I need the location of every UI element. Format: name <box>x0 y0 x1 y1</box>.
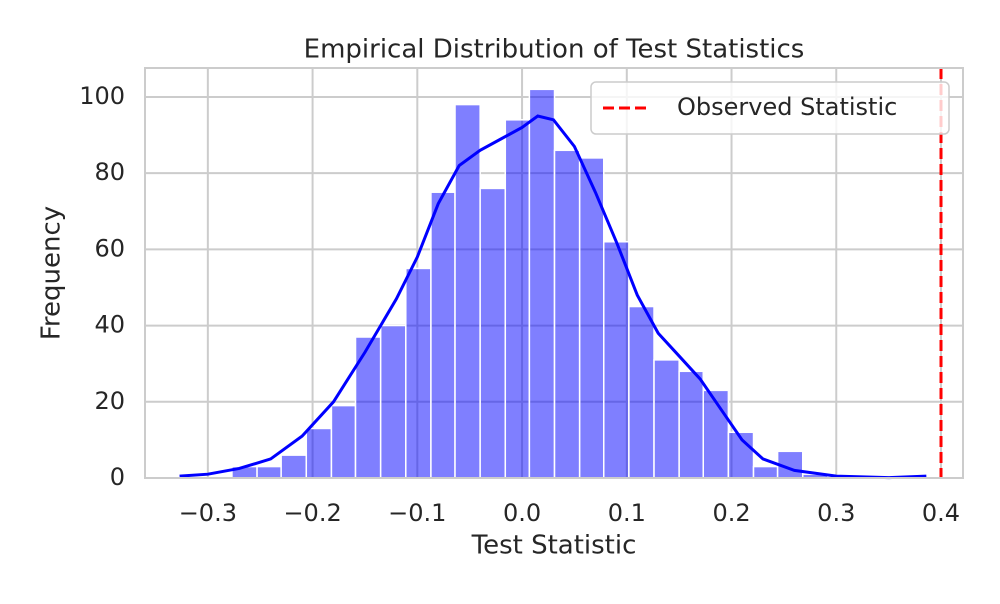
histogram-bar <box>430 191 456 479</box>
histogram-bar <box>528 88 556 479</box>
histogram-bar <box>504 119 531 479</box>
y-tick-label: 20 <box>94 387 125 415</box>
x-tick-label: 0.0 <box>503 499 541 527</box>
histogram-bar <box>405 267 432 479</box>
histogram-bar <box>628 305 655 479</box>
histogram-bar <box>379 324 407 479</box>
histogram-bar <box>678 370 705 479</box>
kde-line <box>179 114 927 480</box>
x-tick-label: 0.4 <box>922 499 960 527</box>
histogram-bar <box>280 454 308 479</box>
y-tick-label: 80 <box>94 158 125 186</box>
histogram-bar <box>752 465 779 479</box>
plot-frame <box>144 67 964 479</box>
legend-label: Observed Statistic <box>677 93 897 121</box>
y-tick-label: 0 <box>110 463 125 491</box>
histogram-bar <box>354 336 382 479</box>
x-tick-label: −0.2 <box>283 499 341 527</box>
histogram-bar <box>653 359 680 479</box>
chart-title: Empirical Distribution of Test Statistic… <box>304 35 805 65</box>
histogram-bar <box>305 427 333 479</box>
x-tick-label: 0.2 <box>712 499 750 527</box>
histogram-bar <box>578 157 605 479</box>
y-tick-label: 60 <box>94 234 125 262</box>
histogram-bar <box>256 465 282 479</box>
histogram-bar <box>702 389 730 479</box>
x-tick-label: −0.1 <box>388 499 446 527</box>
y-tick-label: 100 <box>79 82 125 110</box>
histogram-bar <box>553 149 581 479</box>
histogram-bar <box>603 241 630 479</box>
x-tick-label: 0.1 <box>608 499 646 527</box>
legend-box <box>590 81 950 135</box>
histogram-bar <box>330 404 357 479</box>
x-tick-label: 0.3 <box>817 499 855 527</box>
x-axis-label: Test Statistic <box>471 531 637 561</box>
y-axis-label: Frequency <box>37 206 67 340</box>
y-tick-label: 40 <box>94 311 125 339</box>
x-tick-label: −0.3 <box>179 499 237 527</box>
histogram-bar <box>479 187 507 479</box>
